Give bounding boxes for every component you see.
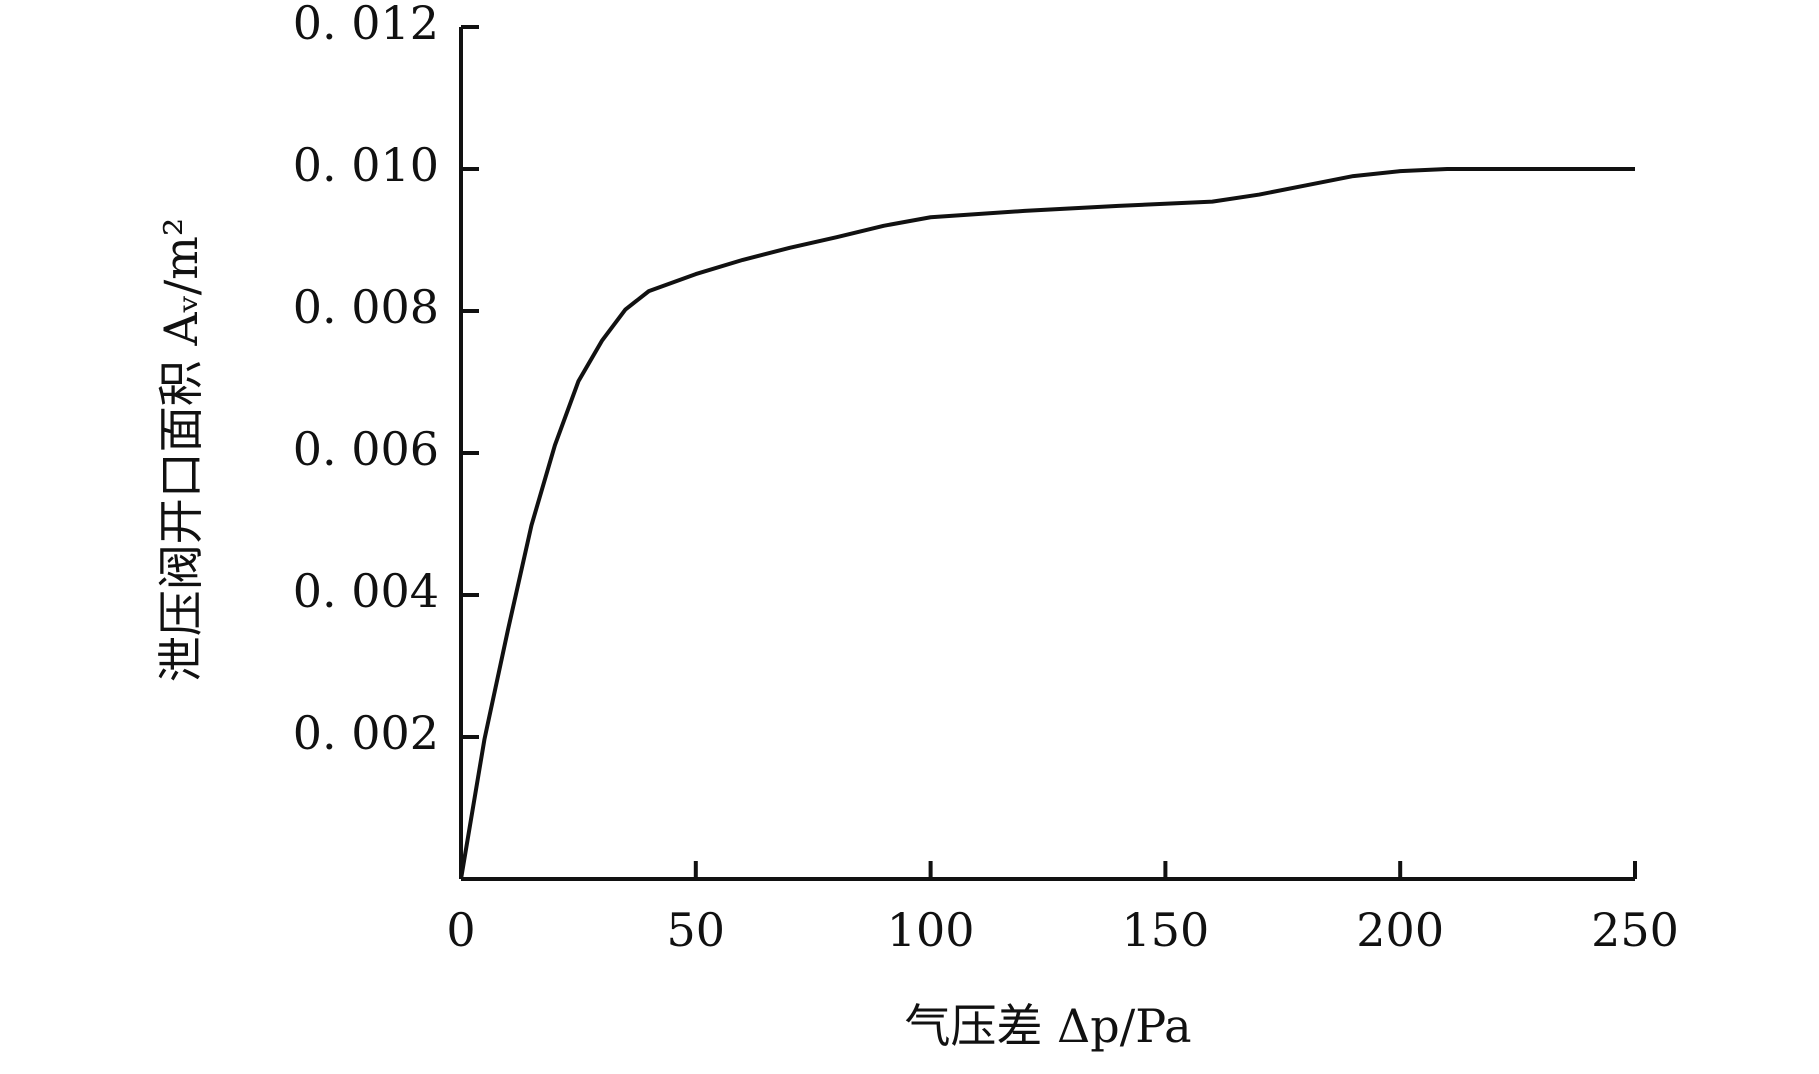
- y-axis-label: 泄压阀开口面积 Aᵥ/m²: [154, 218, 208, 683]
- x-tick-label: 150: [1121, 903, 1209, 957]
- x-tick-label: 200: [1356, 903, 1444, 957]
- x-tick-label: 100: [887, 903, 975, 957]
- y-tick-label: 0. 004: [293, 564, 439, 618]
- y-tick-label: 0. 012: [293, 0, 439, 50]
- x-tick-label: 250: [1591, 903, 1679, 957]
- y-tick-label: 0. 008: [293, 280, 439, 334]
- x-tick-label: 0: [446, 903, 475, 957]
- y-tick-label: 0. 010: [293, 138, 439, 192]
- data-line: [459, 167, 1635, 880]
- y-tick-label: 0. 006: [293, 422, 439, 476]
- x-tick-label: 50: [667, 903, 726, 957]
- y-tick-label: 0. 002: [293, 706, 439, 760]
- x-axis-label: 气压差 Δp/Pa: [904, 999, 1191, 1053]
